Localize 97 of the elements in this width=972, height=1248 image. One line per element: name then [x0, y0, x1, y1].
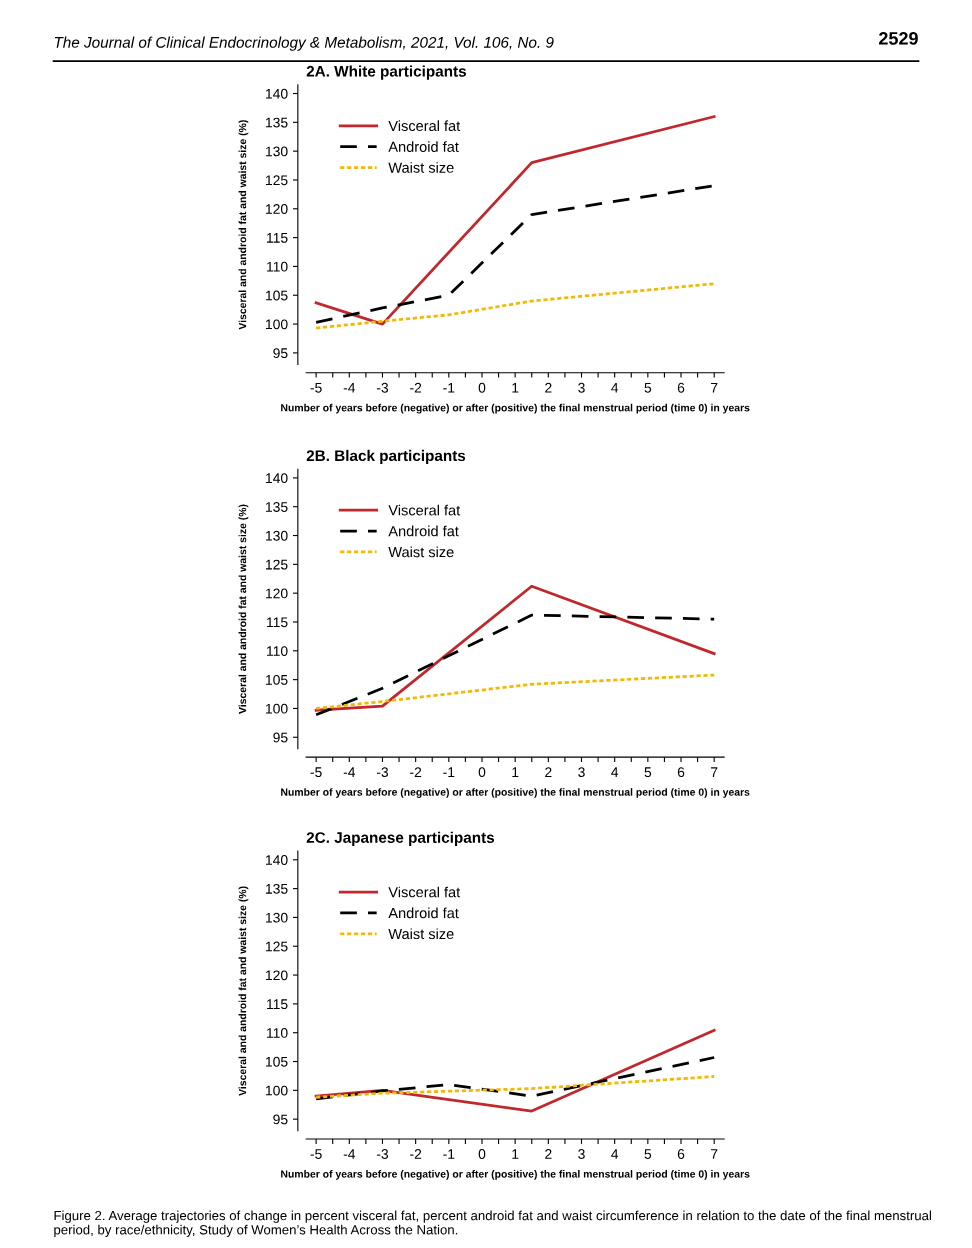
y-tick-label: 115 [267, 999, 288, 1010]
x-tick-label: 5 [644, 1149, 652, 1159]
y-tick-label: 120 [266, 588, 288, 599]
x-tick-label: -2 [410, 382, 422, 393]
x-axis-title: Number of years before (negative) or after (positive) the final menstrual period (time 0) in years [281, 403, 750, 414]
x-tick-label: 0 [478, 767, 486, 778]
x-tick-label: -2 [410, 1149, 422, 1159]
y-tick-label: 95 [273, 732, 288, 743]
x-tick-label: 4 [611, 382, 619, 393]
chart-title: 2B. Black participants [306, 449, 466, 465]
x-tick-label: 4 [611, 767, 619, 777]
legend-label: Visceral fat [388, 886, 461, 898]
x-tick-label: -1 [443, 382, 455, 393]
x-tick-label: 3 [578, 382, 585, 393]
x-tick-label: -1 [443, 767, 455, 777]
y-tick-label: 95 [273, 348, 288, 359]
x-tick-label: 3 [578, 767, 585, 778]
x-tick-label: -4 [343, 767, 356, 777]
caption: Figure 2. Average trajectories of change in percent visceral fat, percent android fat and waist circumference in relation to the date of the final menstrual period, by race/ethnicity, Study of Women’s Health Across the Nation. [54, 1210, 931, 1238]
legend-label: Waist size [388, 162, 454, 173]
legend-label: Android fat [388, 907, 459, 919]
y-tick-label: 120 [266, 204, 288, 214]
legend-label: Waist size [388, 546, 454, 558]
y-tick-label: 100 [266, 1085, 288, 1096]
y-tick-label: 130 [266, 912, 288, 923]
x-tick-label: 2 [545, 767, 552, 777]
x-tick-label: 3 [578, 1149, 585, 1159]
x-tick-label: -3 [376, 1149, 389, 1159]
x-tick-label: -5 [310, 1149, 322, 1159]
x-tick-label: -4 [343, 1149, 356, 1159]
legend-label: Visceral fat [388, 504, 461, 516]
x-tick-label: 6 [677, 382, 685, 393]
y-axis-title: Visceral and android fat and waist size (%) [238, 120, 249, 330]
y-tick-label: 110 [267, 1028, 288, 1038]
x-tick-label: 0 [478, 1149, 486, 1159]
y-tick-label: 140 [266, 855, 288, 865]
x-tick-label: -5 [310, 382, 322, 393]
x-tick-label: 0 [478, 382, 486, 393]
legend-label: Android fat [388, 141, 459, 152]
y-tick-label: 115 [267, 617, 288, 628]
x-tick-label: 1 [512, 382, 519, 393]
x-axis-title: Number of years before (negative) or after (positive) the final menstrual period (time 0) in years [281, 788, 750, 798]
x-axis-title: Number of years before (negative) or after (positive) the final menstrual period (time 0) in years [281, 1170, 750, 1180]
x-tick-label: -3 [376, 767, 389, 778]
y-tick-label: 130 [266, 530, 288, 541]
line-series [314, 115, 716, 326]
x-tick-label: 1 [512, 1149, 519, 1159]
y-tick-label: 125 [266, 175, 288, 186]
y-tick-label: 110 [267, 646, 288, 656]
line-series [314, 673, 716, 710]
line-series [314, 1075, 716, 1099]
x-tick-label: 7 [711, 767, 718, 777]
y-tick-label: 100 [266, 703, 288, 714]
y-tick-label: 105 [266, 290, 288, 301]
line-series [314, 1056, 716, 1101]
x-tick-label: 4 [611, 1149, 619, 1159]
y-tick-label: 135 [266, 502, 288, 512]
x-tick-label: 2 [545, 382, 552, 393]
y-tick-label: 105 [266, 674, 288, 685]
x-tick-label: 5 [644, 382, 652, 393]
chart-title: 2C. Japanese participants [306, 831, 495, 846]
y-tick-label: 120 [266, 970, 288, 981]
x-tick-label: 7 [711, 382, 718, 393]
x-tick-label: -3 [376, 382, 389, 393]
x-tick-label: 2 [545, 1149, 552, 1159]
x-tick-label: 1 [512, 767, 519, 777]
text: 2529 [879, 32, 918, 45]
x-tick-label: -1 [443, 1149, 455, 1159]
x-tick-label: -4 [343, 382, 356, 393]
legend-label: Android fat [388, 525, 459, 537]
y-tick-label: 105 [266, 1056, 288, 1067]
y-tick-label: 95 [273, 1114, 288, 1125]
x-tick-label: -2 [410, 767, 422, 777]
line-series [314, 282, 716, 330]
y-tick-label: 135 [266, 883, 288, 894]
legend-label: Waist size [388, 928, 454, 940]
x-tick-label: 5 [644, 767, 652, 778]
legend-label: Visceral fat [388, 120, 461, 132]
y-tick-label: 130 [266, 146, 288, 157]
line-series [314, 584, 716, 712]
line-series [314, 613, 716, 717]
y-tick-label: 115 [267, 233, 288, 243]
chart-title: 2A. White participants [306, 65, 466, 80]
y-tick-label: 110 [267, 261, 288, 272]
text: The Journal of Clinical Endocrinology & Metabolism, 2021, Vol. 106, No. 9 [54, 36, 554, 51]
y-axis-title: Visceral and android fat and waist size (%) [238, 886, 249, 1096]
y-tick-label: 125 [266, 559, 288, 570]
y-tick-label: 125 [266, 941, 288, 952]
y-axis-title: Visceral and android fat and waist size (%) [238, 504, 249, 714]
y-tick-label: 140 [266, 473, 288, 484]
x-tick-label: 6 [677, 767, 685, 778]
y-tick-label: 100 [266, 319, 288, 330]
y-tick-label: 140 [266, 88, 288, 99]
y-tick-label: 135 [266, 117, 288, 128]
x-tick-label: 6 [677, 1149, 685, 1159]
x-tick-label: 7 [711, 1149, 718, 1159]
x-tick-label: -5 [310, 767, 322, 778]
